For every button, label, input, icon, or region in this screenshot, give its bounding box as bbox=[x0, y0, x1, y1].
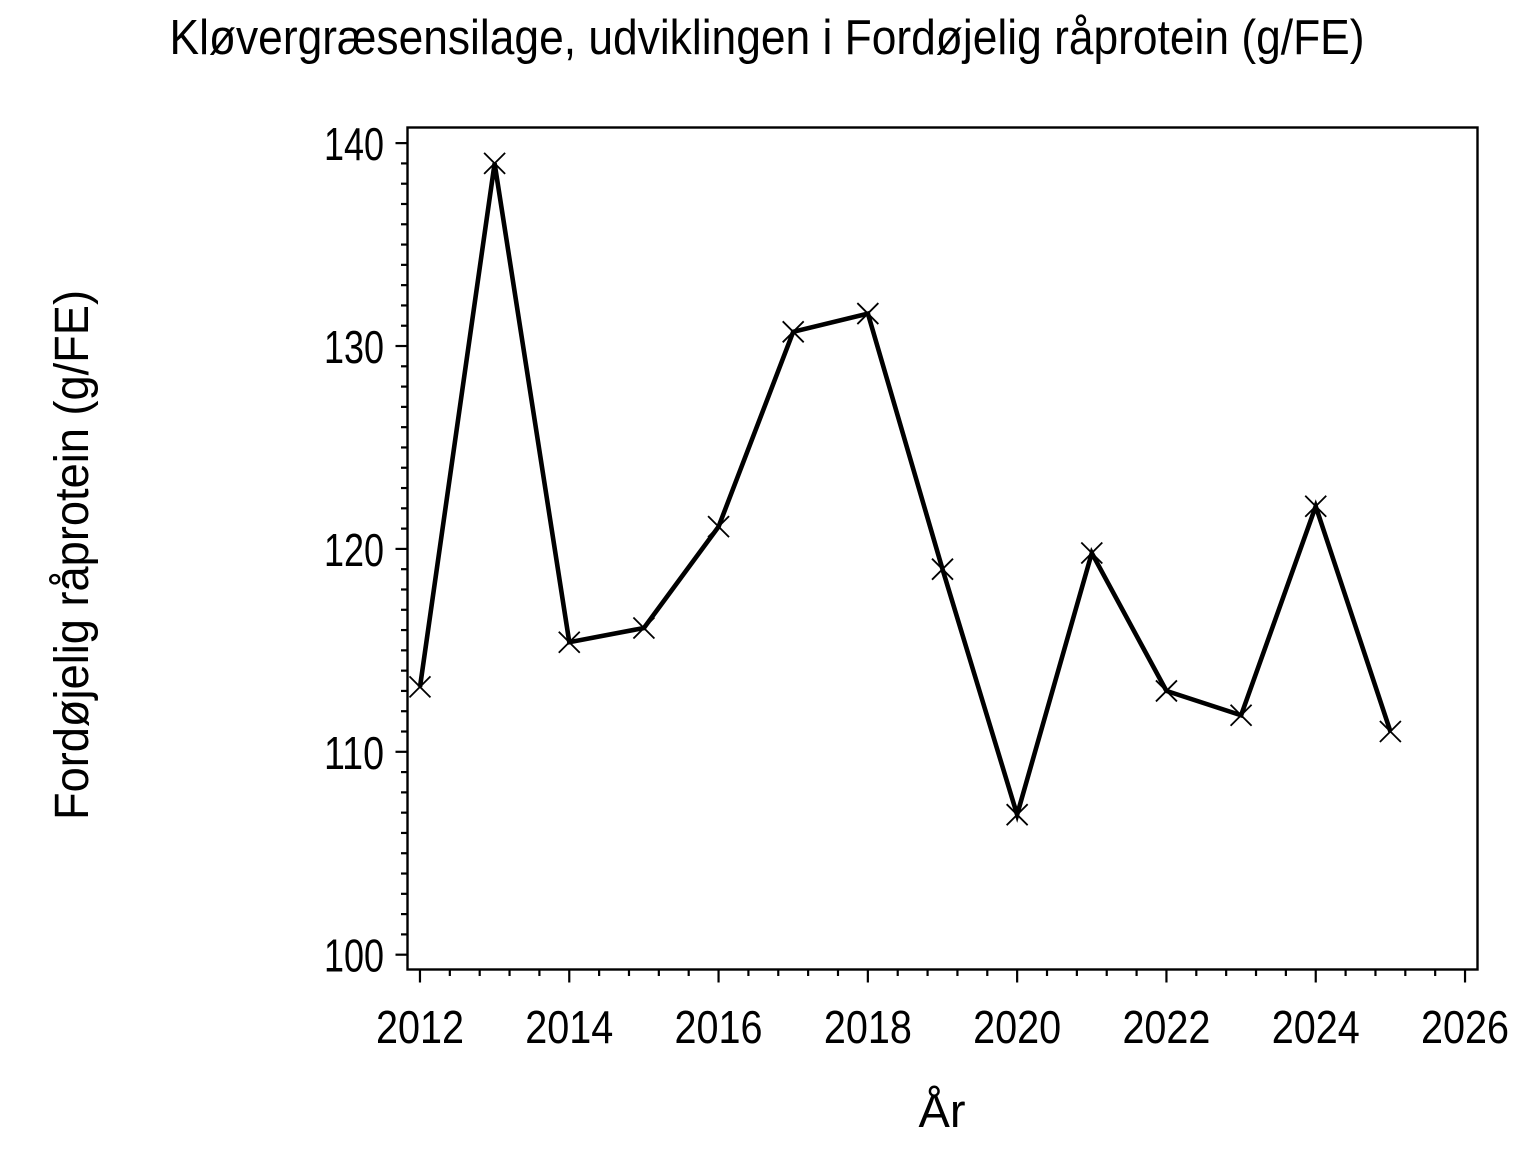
y-tick-label: 100 bbox=[324, 930, 384, 982]
x-tick-label: 2026 bbox=[1421, 1001, 1509, 1053]
axis-tick-labels: 100 110 120 130 140 2012 2014 2016 2018 2020 2022 2… bbox=[324, 118, 1509, 1053]
data-point-marker bbox=[856, 302, 879, 325]
x-tick-label: 2018 bbox=[824, 1001, 912, 1053]
chart-title: Kløvergræsensilage, udviklingen i Fordøj… bbox=[170, 11, 1365, 65]
y-tick-label: 130 bbox=[324, 321, 384, 373]
x-axis-label: År bbox=[919, 1084, 966, 1137]
y-tick-label: 120 bbox=[324, 524, 384, 576]
y-tick-label: 110 bbox=[324, 727, 384, 779]
series-line bbox=[417, 163, 1393, 823]
data-point-marker bbox=[632, 616, 656, 640]
x-tick-label: 2022 bbox=[1122, 1001, 1210, 1053]
data-point-marker bbox=[707, 515, 730, 538]
x-tick-label: 2024 bbox=[1272, 1001, 1360, 1053]
y-tick-label: 140 bbox=[324, 118, 384, 170]
axis-ticks bbox=[395, 142, 1467, 983]
plot-frame bbox=[406, 126, 1479, 971]
data-point-marker bbox=[1155, 679, 1178, 703]
data-point-marker bbox=[931, 558, 954, 581]
data-point-marker bbox=[1229, 704, 1253, 727]
x-tick-label: 2014 bbox=[525, 1001, 613, 1053]
data-point-marker bbox=[782, 320, 805, 343]
x-tick-label: 2020 bbox=[973, 1001, 1061, 1053]
data-point-marker bbox=[1304, 495, 1327, 518]
x-tick-label: 2012 bbox=[376, 1001, 464, 1053]
x-tick-label: 2016 bbox=[675, 1001, 763, 1053]
data-point-marker bbox=[1006, 803, 1029, 826]
data-point-marker bbox=[1080, 541, 1103, 565]
data-point-marker bbox=[1379, 720, 1402, 743]
y-axis-label: Fordøjelig råprotein (g/FE) bbox=[46, 290, 99, 820]
data-point-marker bbox=[408, 675, 432, 699]
data-series bbox=[408, 152, 1402, 826]
data-point-marker bbox=[483, 152, 506, 175]
data-point-marker bbox=[558, 631, 581, 654]
